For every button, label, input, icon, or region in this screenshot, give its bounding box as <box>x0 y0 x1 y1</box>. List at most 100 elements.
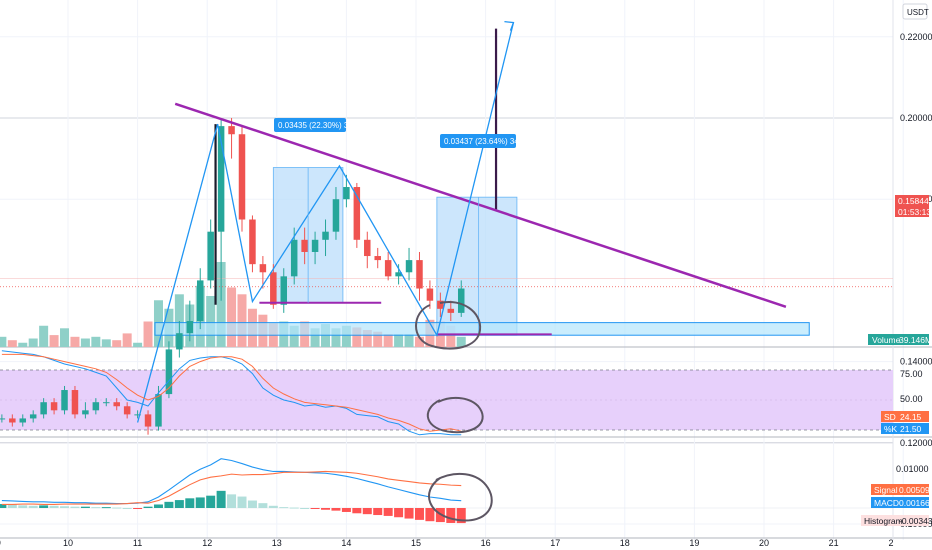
histogram-bar <box>352 508 362 514</box>
time-tick-label: 19 <box>689 538 699 548</box>
time-tick-label: 9 <box>0 538 1 548</box>
sd-label: SD <box>884 412 896 422</box>
currency-badge[interactable] <box>902 3 928 20</box>
volume-bar <box>0 336 7 347</box>
volume-label: Volume <box>872 335 901 345</box>
macd-line-signal <box>1 470 462 506</box>
volume-value: 39.146M <box>899 335 932 345</box>
candle-body <box>40 402 47 415</box>
candle-body <box>249 219 256 265</box>
time-axis: 9 10 11 12 13 14 15 16 17 18 19 20 21 2 <box>0 538 894 548</box>
candle-body <box>332 199 340 232</box>
volume-bar <box>404 334 414 347</box>
volume-bar <box>446 325 456 347</box>
histogram-bar <box>7 504 17 508</box>
candle-body <box>457 288 465 313</box>
candles <box>0 118 465 435</box>
histogram-value: -0.00343 <box>899 516 932 526</box>
histogram-bar <box>0 504 7 508</box>
drawings-front <box>136 20 787 423</box>
volume-bar <box>143 321 153 347</box>
histogram-bar <box>60 506 70 508</box>
candle-body <box>0 418 6 420</box>
volume-bar <box>237 294 247 347</box>
histogram-bar <box>28 505 38 508</box>
histogram-tag <box>861 515 929 526</box>
candle-body <box>228 126 235 135</box>
candle-body <box>134 414 141 416</box>
histogram-bar <box>394 508 404 518</box>
histogram-bar <box>237 496 247 508</box>
circle-volume <box>415 301 482 350</box>
volume-bar <box>80 338 90 347</box>
candle-body <box>259 264 267 273</box>
candle-body <box>416 260 423 289</box>
histogram-bar <box>185 498 195 508</box>
candle-body <box>405 260 413 273</box>
volume-bar <box>28 338 38 347</box>
last-price-tag <box>895 195 929 206</box>
histogram-bar <box>206 495 216 508</box>
histogram-bar <box>49 505 59 508</box>
time-tick-label: 11 <box>133 538 142 548</box>
macd-label: MACD <box>874 498 899 508</box>
volume-bar <box>7 340 17 347</box>
candle-body <box>364 239 371 257</box>
candle-body <box>196 280 204 321</box>
k-label: %K <box>884 424 898 434</box>
volume-bar <box>352 327 362 347</box>
histogram-bar <box>268 505 278 508</box>
signal-value: 0.00509 <box>899 485 930 495</box>
circle-stoch <box>426 396 484 434</box>
time-tick-label: 16 <box>481 538 491 548</box>
histogram-bar <box>80 506 90 508</box>
circle-macd <box>428 472 493 522</box>
histogram-bar <box>91 507 101 509</box>
histogram-bar <box>133 508 143 509</box>
volume-bar <box>206 296 216 347</box>
time-tick-label: 12 <box>202 538 212 548</box>
volume-bar <box>362 330 372 347</box>
macd-axis: 0.01000 Signal 0.00509 MACD 0.00166 Hist… <box>861 464 932 526</box>
candle-body <box>343 187 350 200</box>
volume-bar <box>456 336 466 347</box>
histogram-bar <box>289 507 299 509</box>
histogram-bar <box>331 508 341 511</box>
candle-body <box>426 288 434 301</box>
stoch-line-sd <box>1 353 462 432</box>
price-tick-label: 0.12000 <box>900 438 932 448</box>
volume-bar <box>373 331 383 347</box>
histogram-bar <box>300 508 310 509</box>
candle-body <box>71 390 79 415</box>
macd-line-macd <box>1 458 462 505</box>
candle-body <box>165 349 173 395</box>
time-tick-label: 14 <box>341 538 351 548</box>
sd-tag <box>881 411 929 422</box>
pattern-path <box>136 22 515 423</box>
time-tick-label: 10 <box>63 538 73 548</box>
volume-bar <box>414 336 424 347</box>
stoch-band <box>0 369 893 431</box>
countdown-value: 01:53:13 <box>898 207 931 217</box>
time-tick-label: 21 <box>829 538 839 548</box>
candle-body <box>353 187 361 240</box>
histogram-bar <box>216 490 226 508</box>
histogram-bar <box>247 500 257 508</box>
candle-body <box>50 402 58 411</box>
candle-body <box>144 414 152 427</box>
currency-label: USDT <box>907 8 929 17</box>
histogram-bar <box>279 507 289 509</box>
macd-tick: 0.01000 <box>896 464 929 474</box>
histogram-bar <box>310 508 320 509</box>
histogram-label: Histogram <box>864 516 903 526</box>
candle-body <box>395 272 402 277</box>
time-tick-label: 15 <box>411 538 421 548</box>
volume-bar <box>383 334 393 347</box>
stoch-axis: 75.00 50.00 SD 24.15 %K 21.50 <box>881 369 929 434</box>
range2-label: 0.03437 (23.64%) 3437 <box>444 137 528 146</box>
candle-body <box>113 402 120 407</box>
stoch-line-k <box>1 350 462 436</box>
price-tick-label: 0.20000 <box>900 113 932 123</box>
arrow-head <box>504 20 515 31</box>
